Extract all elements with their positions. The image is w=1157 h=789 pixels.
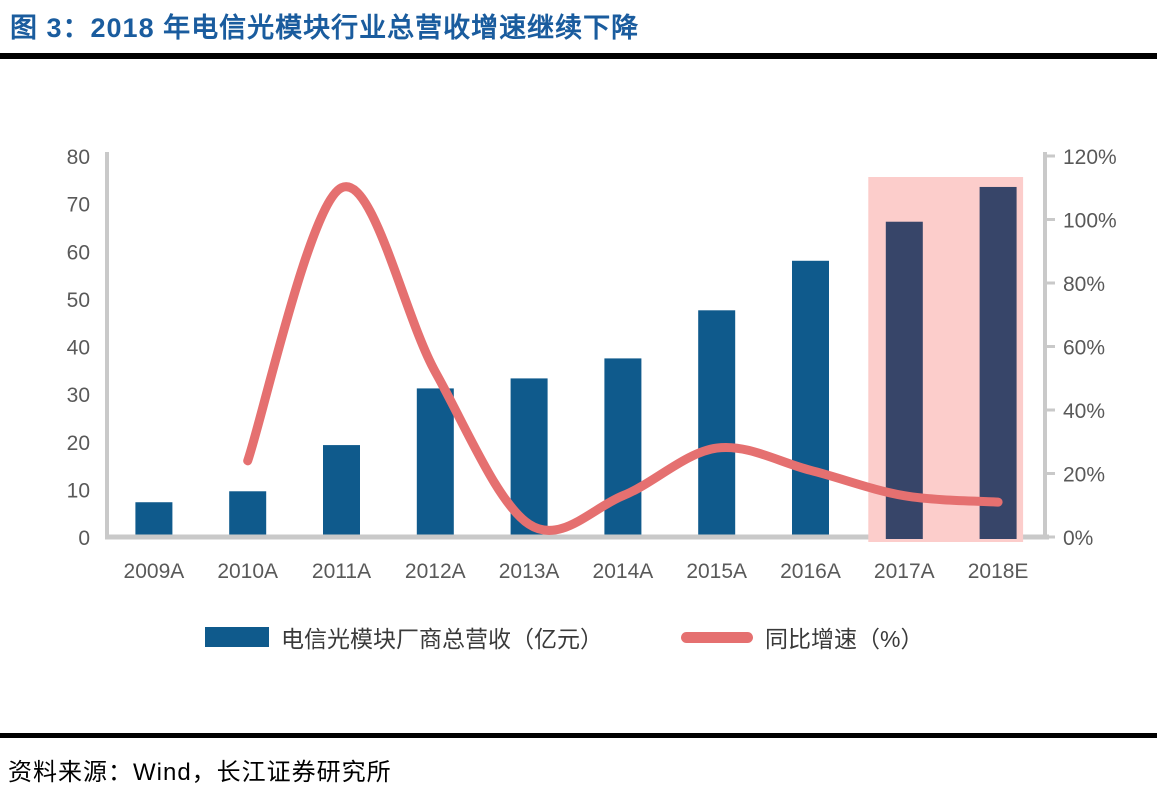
line-series-swatch-icon: [681, 631, 753, 643]
svg-text:30: 30: [67, 384, 90, 407]
svg-text:0: 0: [78, 527, 90, 550]
bar-series-swatch-icon: [205, 627, 269, 647]
svg-text:2017A: 2017A: [874, 560, 935, 583]
svg-text:70: 70: [67, 194, 90, 217]
svg-text:100%: 100%: [1063, 210, 1117, 233]
svg-text:2013A: 2013A: [499, 560, 560, 583]
legend-label-growth: 同比增速（%）: [765, 626, 924, 652]
svg-text:2012A: 2012A: [405, 560, 466, 583]
svg-text:20%: 20%: [1063, 464, 1105, 487]
source-divider: [0, 733, 1157, 738]
chart-svg: 0 10 20 30 40 50 60 70 80 0% 20% 40% 60% 80% 100% 120% 2…: [67, 146, 1117, 583]
svg-text:20: 20: [67, 432, 90, 455]
svg-text:2018E: 2018E: [968, 560, 1029, 583]
svg-text:40: 40: [67, 337, 90, 360]
legend-item-growth: 同比增速（%）: [681, 620, 923, 654]
svg-text:2009A: 2009A: [124, 560, 185, 583]
legend-item-revenue: 电信光模块厂商总营收（亿元）: [205, 620, 603, 654]
svg-text:2011A: 2011A: [312, 560, 371, 583]
title-divider: [0, 53, 1157, 59]
legend-label-revenue: 电信光模块厂商总营收（亿元）: [281, 626, 603, 652]
svg-text:2014A: 2014A: [593, 560, 654, 583]
svg-text:60: 60: [67, 241, 90, 264]
svg-text:2015A: 2015A: [686, 560, 747, 583]
svg-text:2010A: 2010A: [217, 560, 278, 583]
figure-title: 图 3：2018 年电信光模块行业总营收增速继续下降: [10, 13, 640, 43]
svg-text:2016A: 2016A: [780, 560, 841, 583]
svg-text:40%: 40%: [1063, 400, 1105, 423]
svg-text:10: 10: [67, 479, 90, 502]
svg-text:50: 50: [67, 289, 90, 312]
svg-text:60%: 60%: [1063, 337, 1105, 360]
svg-text:80: 80: [67, 146, 90, 169]
svg-text:120%: 120%: [1063, 146, 1117, 169]
svg-text:80%: 80%: [1063, 273, 1105, 296]
svg-text:0%: 0%: [1063, 527, 1093, 550]
source-text: 资料来源：Wind，长江证券研究所: [8, 759, 392, 786]
chart-legend: 电信光模块厂商总营收（亿元） 同比增速（%）: [205, 620, 923, 654]
